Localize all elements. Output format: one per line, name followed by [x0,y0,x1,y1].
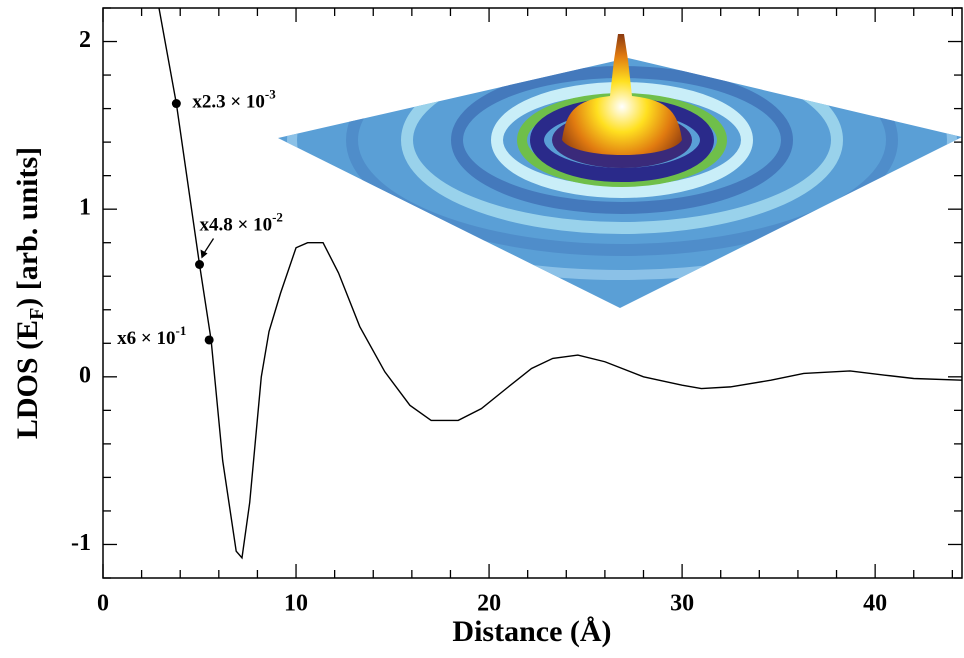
annotation-point [195,260,205,269]
x-tick-label: 20 [477,591,501,617]
annotation-text: x2.3 × 10 [192,92,265,113]
annotation-text: x4.8 × 10 [200,215,273,236]
x-tick-label: 40 [863,591,887,617]
y-label-main: LDOS (E [11,320,44,439]
x-axis-label: Distance (Å) [452,615,611,648]
annotation-point [171,99,181,109]
plot-frame [102,7,963,579]
annotation: x2.3 × 10-3 [192,87,276,113]
annotation-exponent: -3 [265,87,276,102]
x-tick-label: 0 [97,591,109,617]
annotation-exponent: -2 [272,209,283,224]
inset-surface-image [278,34,962,308]
y-tick-label: -1 [71,530,91,556]
annotation-arrowhead [200,249,208,259]
annotation: x6 × 10-1 [117,323,186,349]
y-tick-label: 0 [79,362,91,388]
x-tick-label: 30 [670,591,694,617]
data-line [158,7,963,560]
y-tick-label: 2 [79,27,91,53]
y-label-subscript: F [26,308,48,320]
y-label-rest: ) [arb. units] [11,147,44,308]
annotation-point [204,335,214,345]
y-tick-label: 1 [79,195,91,221]
annotation-exponent: -1 [175,323,186,338]
annotation: x4.8 × 10-2 [200,209,283,235]
annotation-text: x6 × 10 [117,328,175,349]
x-tick-label: 10 [284,591,308,617]
y-axis-label: LDOS (EF) [arb. units] [11,147,48,439]
